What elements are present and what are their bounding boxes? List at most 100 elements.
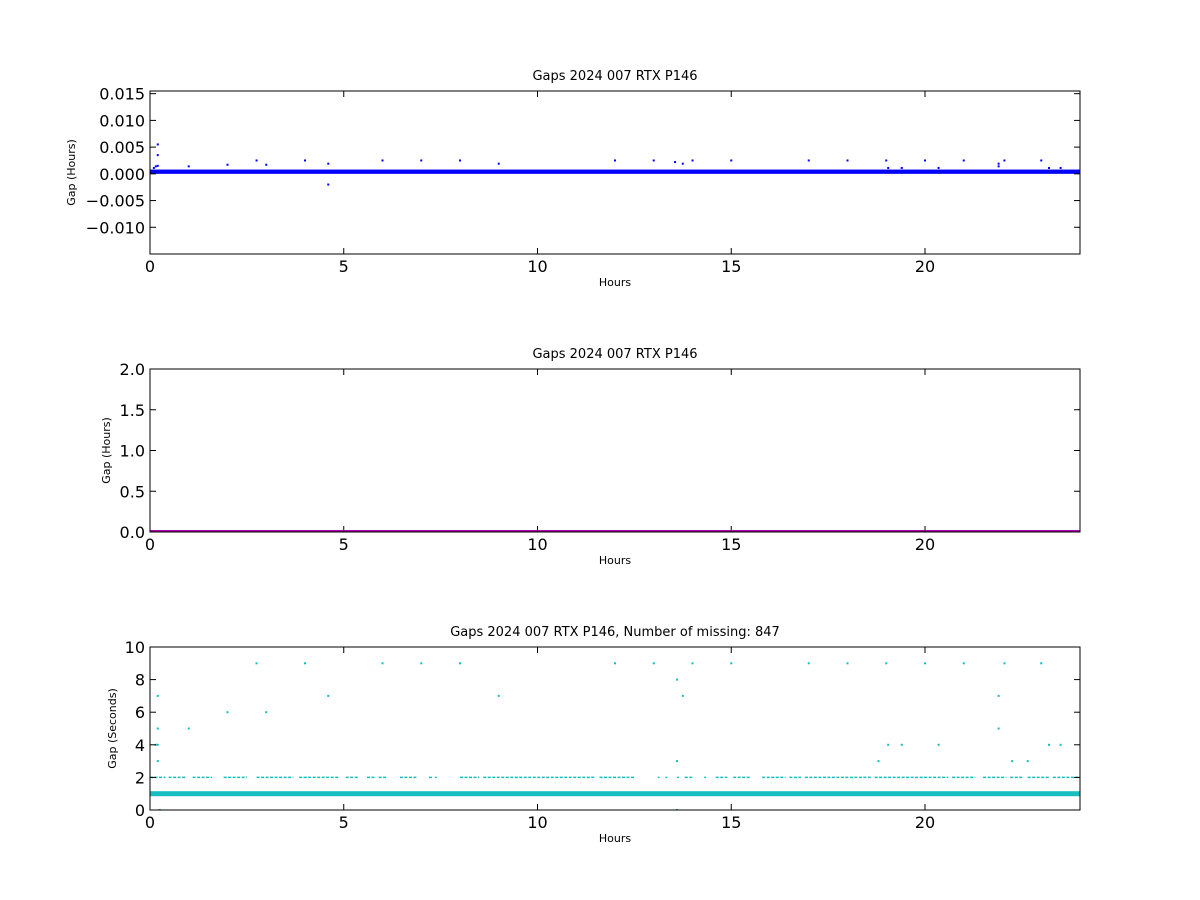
x-tick-label: 15 <box>721 257 741 276</box>
x-axis-label: Hours <box>599 832 631 845</box>
y-tick-label: 0.010 <box>99 111 145 130</box>
data-point <box>304 159 306 162</box>
data-point <box>691 159 694 162</box>
axes-frame <box>149 646 1081 811</box>
data-point <box>1040 159 1043 162</box>
data-point <box>924 159 926 162</box>
y-axis-label: Gap (Hours) <box>100 417 113 484</box>
y-tick-label: 0.5 <box>120 482 145 501</box>
data-point <box>156 154 159 157</box>
data-point <box>1026 760 1029 763</box>
y-tick-label: −0.010 <box>86 218 145 237</box>
baseline-line <box>150 791 1080 797</box>
plot-area-3 <box>150 662 1080 810</box>
x-tick-label: 20 <box>915 813 935 832</box>
data-point <box>676 678 678 681</box>
data-point <box>962 159 965 162</box>
y-tick-label: 6 <box>135 703 145 722</box>
chart-title: Gaps 2024 007 RTX P146, Number of missin… <box>450 625 780 640</box>
data-point <box>1003 662 1006 665</box>
data-point <box>187 165 190 168</box>
data-point <box>846 159 849 162</box>
data-point <box>962 662 965 665</box>
y-tick-label: 1.5 <box>120 401 145 420</box>
data-point <box>885 159 888 162</box>
y-tick-label: 10 <box>125 638 145 657</box>
y-tick-label: 0.0 <box>120 523 145 542</box>
data-point <box>1048 166 1050 169</box>
y-tick-label: 0.015 <box>99 85 145 104</box>
data-point <box>226 163 229 166</box>
x-axis-label: Hours <box>599 276 631 289</box>
y-tick-label: 2.0 <box>120 360 145 379</box>
data-point <box>877 760 880 763</box>
data-point <box>381 159 384 162</box>
baseline-band <box>150 169 1080 174</box>
data-point <box>497 694 500 697</box>
x-tick-label: 10 <box>527 535 547 554</box>
data-point <box>846 662 849 665</box>
y-tick-label: 0 <box>135 801 145 820</box>
data-point <box>1003 159 1006 162</box>
data-point <box>614 159 616 162</box>
x-tick-label: 20 <box>915 257 935 276</box>
data-point <box>304 662 306 665</box>
data-point <box>497 162 500 165</box>
data-point <box>681 162 684 165</box>
y-tick-label: −0.005 <box>86 192 145 211</box>
data-point <box>997 694 1000 697</box>
data-point <box>226 711 229 714</box>
data-point <box>900 166 903 169</box>
x-tick-label: 20 <box>915 535 935 554</box>
data-point <box>674 161 677 164</box>
data-point <box>681 694 684 697</box>
data-point <box>459 662 461 665</box>
data-point <box>156 164 159 167</box>
x-tick-label: 5 <box>339 813 349 832</box>
data-point <box>900 743 903 746</box>
data-point <box>265 163 268 166</box>
data-point <box>459 159 461 162</box>
x-tick-label: 0 <box>145 535 155 554</box>
data-point <box>1040 662 1043 665</box>
data-point <box>997 162 1000 165</box>
x-axis-label: Hours <box>599 554 631 567</box>
panel-2: 0 5 10 15 20 2.0 1.5 1.0 0.5 0.0 Gaps 2024 007 RTX… <box>100 347 1081 567</box>
panel-1: 0 5 10 15 20 0.015 0.010 0.005 0.000 −0.005 −0.010… <box>65 69 1081 289</box>
y-axis-label: Gap (Seconds) <box>106 688 119 769</box>
y-tick-label: 1.0 <box>120 442 145 461</box>
y-axis-label: Gap (Hours) <box>65 139 78 206</box>
y-tick-label: 0.000 <box>99 165 145 184</box>
axes-frame <box>149 90 1081 255</box>
data-point <box>152 166 155 169</box>
data-point <box>156 743 159 746</box>
data-point <box>255 159 258 162</box>
data-point <box>652 662 655 665</box>
x-tick-label: 0 <box>145 257 155 276</box>
y-tick-label: 4 <box>135 736 145 755</box>
data-point <box>730 159 733 162</box>
data-point <box>154 165 157 168</box>
data-point <box>885 662 888 665</box>
data-point <box>614 662 616 665</box>
data-point <box>156 727 159 730</box>
data-point <box>327 183 330 186</box>
y-tick-label: 0.005 <box>99 138 145 157</box>
data-point <box>676 760 678 763</box>
plot-area-1 <box>150 143 1080 186</box>
data-point <box>156 760 159 763</box>
data-point <box>1059 166 1062 169</box>
x-tick-label: 0 <box>145 813 155 832</box>
data-point <box>156 694 159 697</box>
data-point <box>187 727 190 730</box>
data-point <box>997 165 1000 168</box>
x-tick-label: 15 <box>721 535 741 554</box>
data-point <box>997 727 1000 730</box>
data-point <box>730 662 733 665</box>
data-point <box>255 662 258 665</box>
data-point <box>937 166 940 169</box>
data-point <box>924 662 926 665</box>
y-tick-label: 2 <box>135 768 145 787</box>
